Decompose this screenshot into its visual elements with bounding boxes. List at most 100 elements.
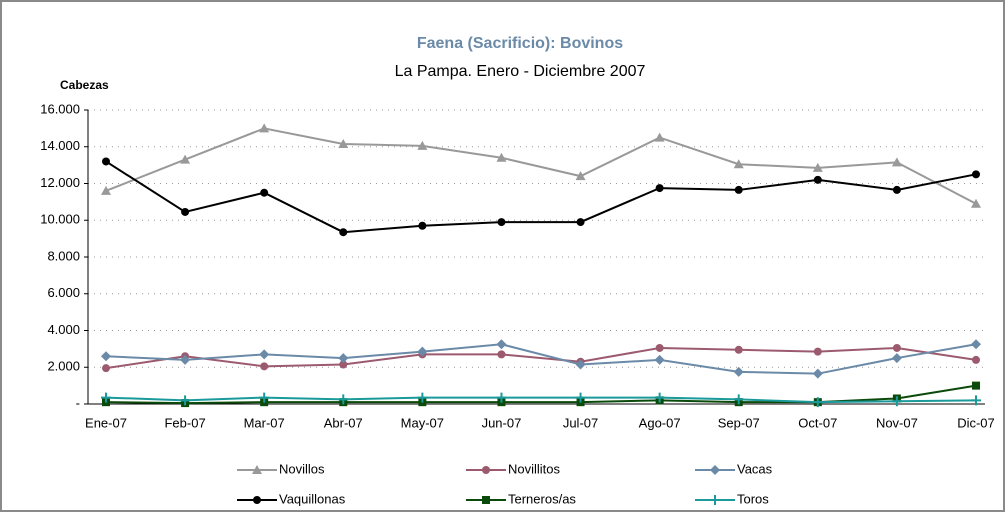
- legend-label: Vacas: [737, 461, 773, 476]
- x-tick-label: Feb-07: [164, 415, 205, 430]
- marker: [181, 207, 190, 216]
- marker: [733, 394, 744, 405]
- marker: [971, 339, 981, 350]
- legend-label: Terneros/as: [508, 491, 576, 506]
- y-tick-label: 8.000: [47, 248, 80, 263]
- marker: [891, 157, 902, 167]
- marker: [655, 184, 664, 193]
- x-tick-label: Sep-07: [718, 415, 760, 430]
- marker: [259, 392, 270, 403]
- marker: [418, 221, 427, 230]
- x-tick-label: Nov-07: [876, 415, 918, 430]
- marker: [891, 396, 902, 407]
- legend-marker: [252, 465, 262, 474]
- marker: [496, 392, 507, 403]
- legend-label: Novillos: [279, 461, 325, 476]
- legend-label: Toros: [737, 491, 769, 506]
- marker: [575, 359, 586, 370]
- marker: [575, 392, 586, 403]
- marker: [259, 349, 270, 360]
- y-tick-label: 4.000: [47, 322, 80, 337]
- legend-label: Vaquillonas: [279, 491, 346, 506]
- legend-marker: [253, 496, 261, 504]
- marker: [812, 162, 823, 172]
- y-tick-label: 14.000: [40, 138, 80, 153]
- marker: [338, 138, 349, 148]
- x-tick-label: Jul-07: [563, 415, 598, 430]
- marker: [812, 368, 823, 379]
- legend-marker: [710, 465, 720, 475]
- x-tick-label: May-07: [401, 415, 444, 430]
- y-tick-label: 6.000: [47, 285, 80, 300]
- marker: [497, 218, 506, 227]
- marker: [972, 170, 980, 179]
- x-tick-label: Oct-07: [798, 415, 837, 430]
- marker: [496, 339, 507, 350]
- marker: [734, 185, 743, 194]
- marker: [102, 157, 110, 166]
- series-line: [105, 160, 977, 234]
- y-tick-label: 10.000: [40, 212, 80, 227]
- y-tick-label: 12.000: [40, 175, 80, 190]
- marker: [813, 175, 822, 184]
- x-tick-label: Ene-07: [85, 415, 127, 430]
- marker: [260, 362, 269, 371]
- y-axis-label: Cabezas: [60, 78, 109, 92]
- x-tick-label: Abr-07: [324, 415, 363, 430]
- marker: [101, 185, 111, 195]
- marker: [338, 353, 349, 364]
- marker: [102, 364, 110, 373]
- chart-title: Faena (Sacrificio): Bovinos: [417, 35, 623, 52]
- marker: [339, 228, 348, 237]
- marker: [971, 198, 981, 208]
- legend-marker: [482, 496, 490, 504]
- series-line: [105, 127, 977, 205]
- marker: [417, 140, 428, 150]
- marker: [892, 185, 901, 194]
- marker: [654, 132, 665, 142]
- marker: [575, 171, 586, 181]
- legend-marker: [710, 495, 720, 505]
- series-line: [105, 396, 977, 404]
- marker: [497, 350, 506, 359]
- marker: [101, 351, 111, 362]
- marker: [972, 355, 980, 364]
- marker: [180, 354, 191, 365]
- chart-subtitle: La Pampa. Enero - Diciembre 2007: [395, 63, 646, 80]
- marker: [733, 159, 744, 169]
- marker: [733, 366, 744, 377]
- series-line: [105, 343, 977, 375]
- marker: [260, 188, 269, 197]
- marker: [101, 392, 111, 403]
- marker: [892, 343, 901, 352]
- x-tick-label: Mar-07: [244, 415, 285, 430]
- marker: [654, 354, 665, 365]
- x-tick-label: Ago-07: [639, 415, 681, 430]
- marker: [813, 347, 822, 356]
- y-tick-label: 16.000: [40, 101, 80, 116]
- marker: [971, 395, 981, 406]
- marker: [259, 123, 270, 133]
- legend-label: Novillitos: [508, 461, 561, 476]
- x-tick-label: Jun-07: [482, 415, 522, 430]
- marker: [891, 353, 902, 364]
- x-tick-label: Dic-07: [957, 415, 995, 430]
- marker: [812, 397, 823, 408]
- marker: [180, 154, 191, 164]
- marker: [655, 343, 664, 352]
- marker: [654, 392, 665, 403]
- marker: [417, 392, 428, 403]
- marker: [339, 360, 348, 369]
- y-tick-label: 2.000: [47, 359, 80, 374]
- series-line: [105, 346, 977, 370]
- marker: [972, 381, 980, 390]
- marker: [417, 346, 428, 357]
- marker: [180, 395, 191, 406]
- y-tick-label: -: [76, 395, 80, 410]
- marker: [338, 394, 349, 405]
- marker: [734, 345, 743, 354]
- marker: [576, 218, 585, 227]
- legend-marker: [482, 466, 490, 474]
